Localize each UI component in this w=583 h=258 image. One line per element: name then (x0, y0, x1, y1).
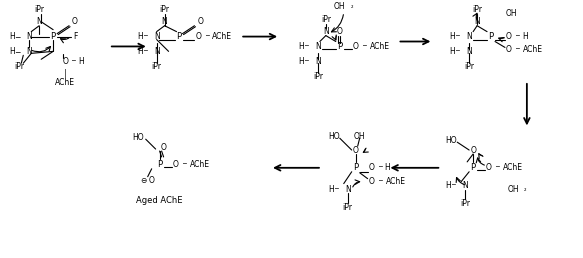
Text: iPr: iPr (313, 71, 323, 80)
Text: O: O (506, 45, 512, 54)
Text: O: O (368, 163, 374, 172)
Text: N: N (474, 17, 480, 26)
Text: Aged AChE: Aged AChE (136, 196, 182, 205)
Text: ─: ─ (182, 162, 185, 167)
Text: OH: OH (507, 185, 519, 194)
Text: N: N (26, 47, 32, 56)
Text: P: P (470, 163, 476, 172)
Text: ─: ─ (15, 47, 20, 56)
Text: HO: HO (328, 132, 340, 141)
Text: H: H (9, 47, 15, 56)
Text: O: O (470, 146, 476, 155)
Text: iPr: iPr (343, 203, 353, 212)
Text: N: N (36, 17, 42, 26)
Text: HO: HO (445, 136, 457, 145)
Text: ─: ─ (515, 47, 519, 52)
Text: AChE: AChE (523, 45, 543, 54)
Text: ─: ─ (205, 34, 208, 39)
Text: iPr: iPr (460, 199, 470, 208)
Text: N: N (466, 47, 472, 56)
Text: iPr: iPr (160, 5, 170, 14)
Text: ⊖: ⊖ (141, 176, 147, 185)
Text: P: P (176, 32, 181, 41)
Text: P: P (51, 32, 56, 41)
Text: |: | (64, 69, 66, 78)
Text: O: O (149, 176, 154, 185)
Text: N: N (345, 185, 350, 194)
Text: AChE: AChE (212, 32, 233, 41)
Text: ─: ─ (451, 183, 455, 188)
Text: O: O (337, 27, 343, 36)
Text: H: H (449, 47, 455, 56)
Text: N: N (315, 42, 321, 51)
Text: F: F (73, 32, 77, 41)
Text: ₂: ₂ (350, 4, 353, 10)
Text: H: H (298, 42, 304, 51)
Text: ─: ─ (515, 34, 519, 39)
Text: ─: ─ (334, 187, 338, 192)
Text: N: N (466, 32, 472, 41)
Text: O: O (368, 177, 374, 186)
Text: ─: ─ (143, 34, 146, 39)
Text: N: N (154, 32, 160, 41)
Text: N: N (323, 27, 329, 36)
Text: ─: ─ (143, 49, 146, 54)
Text: ─: ─ (71, 59, 75, 64)
Text: P: P (353, 163, 359, 172)
Text: AChE: AChE (370, 42, 389, 51)
Text: N: N (462, 181, 468, 190)
Text: H: H (9, 32, 15, 41)
Text: iPr: iPr (321, 15, 331, 24)
Text: ─: ─ (378, 165, 381, 170)
Text: AChE: AChE (55, 78, 75, 87)
Text: ─: ─ (378, 179, 381, 184)
Text: O: O (161, 143, 167, 152)
Text: O: O (195, 32, 201, 41)
Text: OH: OH (354, 132, 366, 141)
Text: ─: ─ (15, 32, 20, 41)
Text: H: H (298, 57, 304, 66)
Text: ─: ─ (304, 44, 308, 49)
Text: HO: HO (132, 133, 143, 142)
Text: O: O (353, 42, 359, 51)
Text: ₂: ₂ (524, 187, 526, 192)
Text: ─: ─ (495, 165, 499, 170)
Text: OH: OH (505, 9, 517, 18)
Text: ─: ─ (304, 59, 308, 64)
Text: N: N (26, 32, 32, 41)
Text: P: P (337, 42, 342, 51)
Text: P: P (157, 160, 162, 169)
Text: H: H (449, 32, 455, 41)
Text: N: N (315, 57, 321, 66)
Text: iPr: iPr (464, 62, 474, 71)
Text: O: O (353, 146, 359, 155)
Text: AChE: AChE (385, 177, 406, 186)
Text: ─: ─ (455, 34, 459, 39)
Text: OH: OH (334, 3, 346, 11)
Text: H: H (137, 32, 143, 41)
Text: AChE: AChE (189, 160, 209, 169)
Text: iPr: iPr (472, 5, 482, 14)
Text: H: H (385, 163, 391, 172)
Text: H: H (445, 181, 451, 190)
Text: N: N (154, 47, 160, 56)
Text: O: O (486, 163, 492, 172)
Text: O: O (62, 57, 68, 66)
Text: N: N (161, 17, 167, 26)
Text: AChE: AChE (503, 163, 523, 172)
Text: O: O (506, 32, 512, 41)
Text: iPr: iPr (152, 62, 161, 71)
Text: ─: ─ (362, 44, 366, 49)
Text: H: H (328, 185, 334, 194)
Text: iPr: iPr (15, 62, 24, 71)
Text: iPr: iPr (34, 5, 44, 14)
Text: P: P (489, 32, 494, 41)
Text: H: H (78, 57, 84, 66)
Text: O: O (198, 17, 203, 26)
Text: ─: ─ (455, 49, 459, 54)
Text: O: O (173, 160, 178, 169)
Text: O: O (72, 17, 78, 26)
Text: H: H (137, 47, 143, 56)
Text: H: H (522, 32, 528, 41)
